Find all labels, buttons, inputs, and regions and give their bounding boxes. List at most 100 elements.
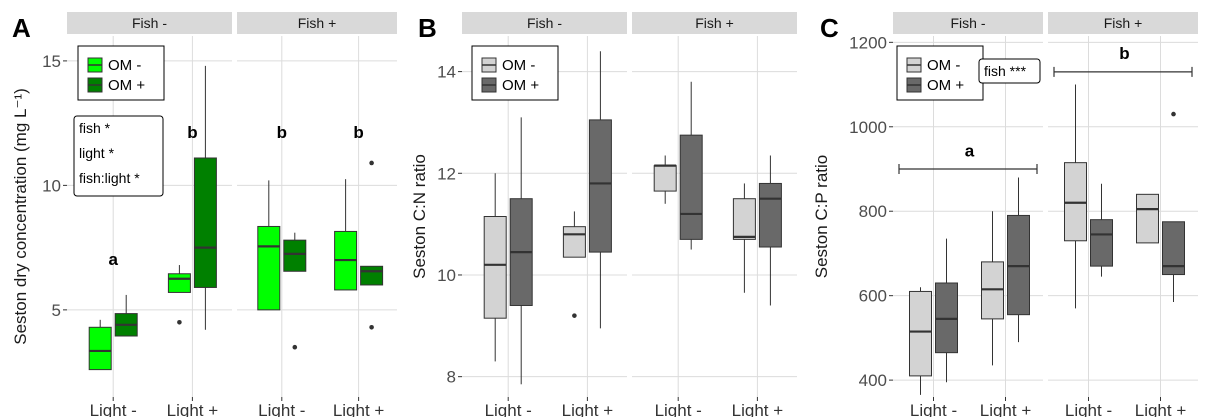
box-iqr <box>1162 221 1185 276</box>
box-iqr <box>909 290 932 377</box>
significance-letter: b <box>277 123 287 142</box>
box-iqr <box>193 157 217 288</box>
box-light-plus-om-plus <box>758 155 782 306</box>
y-tick-label: 1200 <box>849 33 887 52</box>
y-tick-label: 10 <box>42 176 61 195</box>
legend-label: OM - <box>108 57 141 74</box>
stats-annotation-frame <box>73 115 164 197</box>
x-tick-label: Light + <box>980 401 1032 417</box>
chart-panel-C: C Seston C:P ratio Fish - Light - Light + a 40… <box>812 12 1198 417</box>
y-tick-label: 14 <box>437 63 456 82</box>
box-iqr <box>758 182 782 248</box>
plot-area <box>237 36 397 397</box>
chart-panel-B: B Seston C:N ratio Fish - Light - Light + 8 10… <box>410 12 797 417</box>
stats-annotation: fish * light * fish:light * <box>73 115 164 197</box>
legend-label: OM - <box>502 57 535 74</box>
box-light-minus-om-minus <box>909 287 932 395</box>
legend-frame <box>77 45 165 101</box>
outlier-point <box>177 320 182 325</box>
x-tick-label: Light - <box>485 401 532 417</box>
legend: OM - OM + <box>896 45 984 101</box>
box-light-plus-om-minus <box>732 183 756 293</box>
outlier-point <box>1171 111 1176 117</box>
y-tick-label: 400 <box>859 371 887 390</box>
box-light-minus-om-plus <box>283 232 307 350</box>
box-light-plus-om-minus <box>1136 193 1159 244</box>
box-iqr <box>88 326 112 371</box>
facet-strip-label: Fish + <box>298 15 337 31</box>
box-light-minus-om-minus <box>88 319 112 371</box>
x-tick-label: Light + <box>562 401 614 417</box>
box-light-minus-om-plus <box>1090 183 1113 277</box>
x-tick-label: Light + <box>1135 401 1187 417</box>
y-tick-label: 15 <box>42 52 61 71</box>
y-tick-label: 10 <box>437 266 456 285</box>
facet-fish-plus: Fish + Light - Light + b b <box>237 12 397 417</box>
y-tick-label: 1000 <box>849 118 887 137</box>
significance-letter: b <box>1119 44 1129 63</box>
y-tick-label: 600 <box>859 287 887 306</box>
facet-strip <box>237 12 397 34</box>
x-tick-label: Light - <box>655 401 702 417</box>
box-iqr <box>483 216 507 319</box>
significance-letter: a <box>965 141 975 160</box>
legend-label: OM - <box>927 57 960 74</box>
y-tick-label: 5 <box>52 301 61 320</box>
y-axis-label: Seston dry concentration (mg L⁻¹) <box>11 88 30 345</box>
box-iqr <box>167 273 191 293</box>
box-iqr <box>257 225 281 311</box>
y-axis-label: Seston C:P ratio <box>812 155 831 278</box>
stats-annotation-line: fish * <box>79 120 111 136</box>
box-light-plus-om-minus <box>334 179 358 291</box>
facet-strip-label: Fish - <box>527 15 562 31</box>
x-tick-label: Light - <box>910 401 957 417</box>
facet-strip <box>462 12 627 34</box>
x-tick-label: Light + <box>167 401 219 417</box>
outlier-point <box>369 160 374 166</box>
facet-strip <box>893 12 1043 34</box>
facet-strip <box>632 12 797 34</box>
x-tick-label: Light - <box>90 401 137 417</box>
facet-strip-label: Fish - <box>132 15 167 31</box>
box-light-minus-om-minus <box>483 173 507 362</box>
outlier-point <box>292 344 298 350</box>
stats-annotation-line: fish:light * <box>79 170 140 186</box>
box-light-minus-om-minus <box>257 180 281 311</box>
box-iqr <box>653 165 677 192</box>
y-tick-label: 12 <box>437 164 456 183</box>
significance-letter: a <box>108 250 118 269</box>
legend: OM - OM + <box>471 45 559 101</box>
legend-label: OM + <box>502 77 539 94</box>
box-iqr <box>360 265 384 286</box>
legend-label: OM + <box>108 77 145 94</box>
box-light-minus-om-plus <box>935 238 958 383</box>
box-light-plus-om-plus <box>1007 177 1030 343</box>
stats-annotation-line: fish *** <box>984 63 1027 79</box>
panel-label: C <box>820 13 839 43</box>
box-light-minus-om-plus <box>114 294 138 337</box>
stats-annotation: fish *** <box>978 58 1041 84</box>
legend-label: OM + <box>927 77 964 94</box>
box-light-plus-om-plus <box>360 160 384 330</box>
box-light-minus-om-minus <box>1064 84 1087 309</box>
box-iqr <box>588 119 612 253</box>
box-light-plus-om-plus <box>1162 111 1185 302</box>
facet-strip-label: Fish + <box>695 15 734 31</box>
facet-strip <box>67 12 232 34</box>
outlier-point <box>369 324 374 330</box>
box-light-minus-om-plus <box>679 81 703 250</box>
stats-annotation-line: light * <box>79 145 115 161</box>
facet-strip <box>1048 12 1198 34</box>
y-tick-label: 8 <box>447 368 456 387</box>
box-iqr <box>679 134 703 240</box>
panel-label: A <box>12 13 31 43</box>
box-light-plus-om-minus <box>562 211 586 318</box>
outlier-point <box>572 313 577 318</box>
significance-letter: b <box>187 123 197 142</box>
box-iqr <box>1136 193 1159 244</box>
facet-fish-plus: Fish + Light - Light + <box>632 12 797 417</box>
box-iqr <box>1090 219 1113 267</box>
legend: OM - OM + <box>77 45 165 101</box>
box-light-plus-om-minus <box>981 211 1004 366</box>
